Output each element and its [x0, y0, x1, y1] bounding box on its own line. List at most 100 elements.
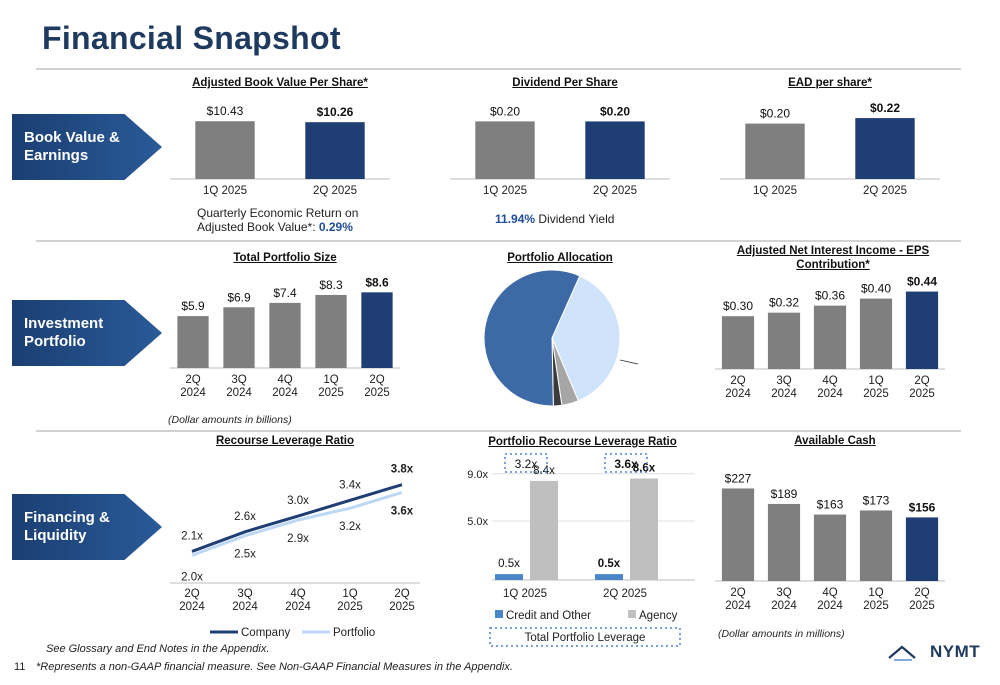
- tps-data-label: $7.4: [273, 286, 297, 300]
- plev-legend-label: Agency: [639, 610, 678, 622]
- abv-title: Adjusted Book Value Per Share*: [192, 77, 368, 89]
- lev-data-label: 2.9x: [287, 533, 309, 545]
- nii-data-label: $0.32: [769, 296, 799, 310]
- divider: [36, 240, 961, 242]
- tps-data-label: $8.3: [319, 278, 343, 292]
- div-data-label: $0.20: [600, 104, 630, 118]
- div-chart: $0.20 1Q 2025 $0.20 2Q 2025: [450, 104, 670, 197]
- section-investment: Investment Portfolio: [12, 300, 162, 366]
- dividend-yield-note: 11.94% Dividend Yield: [495, 212, 614, 226]
- tps-bar: [223, 307, 255, 368]
- plev-legend-label: Credit and Other: [506, 610, 591, 622]
- nii-title: Adjusted Net Interest Income - EPS Contr…: [736, 245, 930, 271]
- plev-data-label: 8.6x: [633, 463, 656, 475]
- nii-chart: $0.30 2Q 2024 $0.32 3Q 2024 $0.36 4Q 2024 $0.40 1Q…: [715, 275, 945, 400]
- tps-bar: [269, 302, 301, 368]
- dividend-yield-value: 11.94%: [495, 212, 536, 226]
- glossary-note: See Glossary and End Notes in the Append…: [46, 643, 270, 655]
- plev-y-tick: 9.0x: [467, 469, 488, 481]
- lev-legend-label: Company: [241, 627, 290, 639]
- plev-data-label: 0.5x: [498, 558, 520, 570]
- divider: [36, 430, 961, 432]
- economic-return-value: 0.29%: [318, 220, 353, 234]
- cash-data-label: $173: [863, 493, 890, 507]
- cash-bar: [859, 510, 893, 581]
- lev-tick-label: 3Q 2024: [232, 588, 258, 613]
- tps-chart: $5.9 2Q 2024 $6.9 3Q 2024 $7.4 4Q 2024 $8.3 1Q 2025…: [170, 275, 400, 399]
- div-tick-label: 2Q 2025: [593, 185, 637, 197]
- nii-tick-label: 3Q 2024: [771, 375, 797, 400]
- nii-tick-label: 4Q 2024: [817, 375, 843, 400]
- tps-tick-label: 2Q 2024: [180, 374, 206, 399]
- plev-chart: 9.0x 5.0x 0.5x 8.4x3.2x 1Q 2025 0.5x 8.6x3.6x 2…: [467, 453, 695, 647]
- dividend-yield-label: Dividend Yield: [535, 212, 615, 226]
- plev-total-label: 3.6x: [614, 457, 638, 471]
- ead-tick-label: 1Q 2025: [753, 185, 797, 197]
- tps-tick-label: 4Q 2024: [272, 374, 298, 399]
- lev-title: Recourse Leverage Ratio: [215, 435, 355, 447]
- nii-tick-label: 2Q 2025: [909, 375, 935, 400]
- tps-data-label: $5.9: [181, 299, 205, 313]
- lev-series-line: [191, 491, 403, 557]
- cash-tick-label: 3Q 2024: [771, 587, 797, 612]
- lev-data-label: 2.0x: [181, 571, 203, 583]
- lev-tick-label: 2Q 2025: [389, 588, 415, 613]
- economic-return-line2: Adjusted Book Value*:: [197, 220, 319, 234]
- tps-tick-label: 1Q 2025: [318, 374, 344, 399]
- cash-data-label: $189: [771, 487, 798, 501]
- tps-bar: [315, 294, 347, 368]
- ead-data-label: $0.22: [870, 101, 900, 115]
- abv-bar: [305, 122, 365, 179]
- lev-data-label: 2.5x: [234, 549, 256, 561]
- div-bar: [585, 121, 645, 179]
- nii-bar: [813, 305, 847, 369]
- lev-data-label: 3.8x: [391, 464, 414, 476]
- lev-data-label: 3.6x: [391, 506, 414, 518]
- lev-data-label: 3.4x: [339, 479, 361, 491]
- lev-tick-label: 2Q 2024: [179, 588, 205, 613]
- cash-data-label: $163: [817, 498, 844, 512]
- plev-tick-label: 2Q 2025: [603, 588, 647, 600]
- ead-data-label: $0.20: [760, 107, 790, 121]
- nii-bar: [905, 291, 939, 369]
- non-gaap-note: *Represents a non-GAAP financial measure…: [36, 661, 513, 673]
- cash-chart: $227 2Q 2024 $189 3Q 2024 $163 4Q 2024 $173 1Q 2025…: [715, 471, 945, 612]
- cash-title: Available Cash: [794, 435, 876, 447]
- abv-data-label: $10.43: [207, 104, 244, 118]
- logo-roof-icon: [888, 645, 916, 661]
- lev-data-label: 3.2x: [339, 521, 361, 533]
- cash-bar: [813, 514, 847, 581]
- lev-legend-label: Portfolio: [333, 627, 375, 639]
- tps-bar: [177, 316, 209, 368]
- alloc-slice: [551, 275, 621, 402]
- cash-bar: [905, 517, 939, 581]
- div-tick-label: 1Q 2025: [483, 185, 527, 197]
- plev-data-label: 8.4x: [533, 465, 555, 477]
- lev-data-label: 2.6x: [234, 511, 256, 523]
- cash-tick-label: 4Q 2024: [817, 587, 843, 612]
- nii-bar: [859, 298, 893, 369]
- alloc-chart: [483, 269, 639, 407]
- cash-data-label: $227: [725, 471, 752, 485]
- divider: [36, 68, 961, 70]
- nii-tick-label: 2Q 2024: [725, 375, 751, 400]
- nii-data-label: $0.30: [723, 299, 753, 313]
- plev-legend-swatch: [628, 610, 636, 618]
- page-title: Financial Snapshot: [42, 20, 341, 56]
- plev-y-tick: 5.0x: [467, 516, 488, 528]
- cash-bar: [767, 503, 801, 581]
- plev-bar: [530, 480, 558, 580]
- nii-data-label: $0.44: [907, 275, 937, 289]
- plev-bar: [595, 574, 623, 580]
- cash-tick-label: 2Q 2025: [909, 587, 935, 612]
- plev-total-box: [604, 453, 648, 473]
- plev-total-label: 3.2x: [515, 457, 538, 471]
- plev-legend-swatch: [495, 610, 503, 618]
- abv-tick-label: 2Q 2025: [313, 185, 357, 197]
- cash-bar: [721, 488, 755, 581]
- ead-bar: [745, 123, 805, 179]
- tps-bar: [361, 292, 393, 368]
- ead-bar: [855, 118, 915, 179]
- abv-data-label: $10.26: [317, 105, 354, 119]
- section-book-value: Book Value & Earnings: [12, 114, 162, 180]
